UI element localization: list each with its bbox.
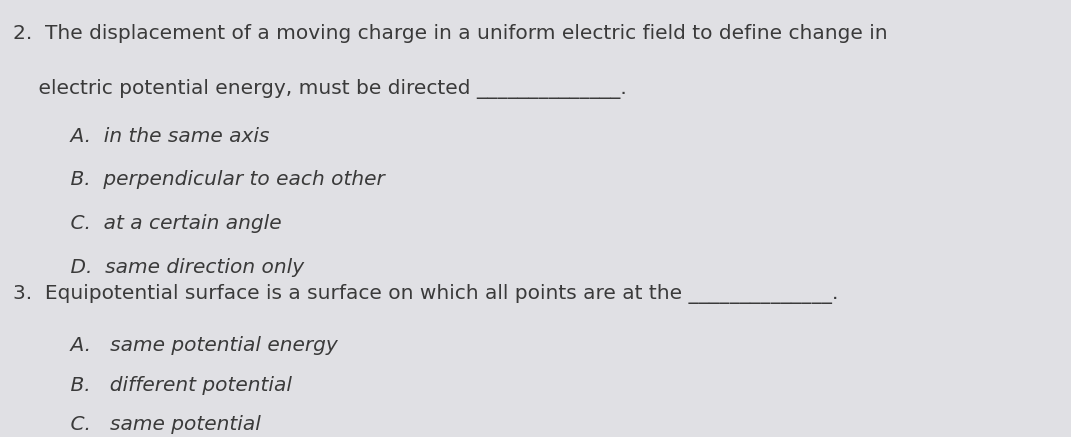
Text: C.   same potential: C. same potential xyxy=(45,415,261,434)
Text: 3.  Equipotential surface is a surface on which all points are at the __________: 3. Equipotential surface is a surface on… xyxy=(13,284,839,304)
Text: D.  same direction only: D. same direction only xyxy=(45,258,304,277)
Text: electric potential energy, must be directed ______________.: electric potential energy, must be direc… xyxy=(13,79,627,99)
Text: B.  perpendicular to each other: B. perpendicular to each other xyxy=(45,170,384,189)
Text: B.   different potential: B. different potential xyxy=(45,376,292,395)
Text: A.  in the same axis: A. in the same axis xyxy=(45,127,270,146)
Text: A.   same potential energy: A. same potential energy xyxy=(45,336,337,355)
Text: 2.  The displacement of a moving charge in a uniform electric field to define ch: 2. The displacement of a moving charge i… xyxy=(13,24,888,43)
Text: C.  at a certain angle: C. at a certain angle xyxy=(45,214,282,233)
